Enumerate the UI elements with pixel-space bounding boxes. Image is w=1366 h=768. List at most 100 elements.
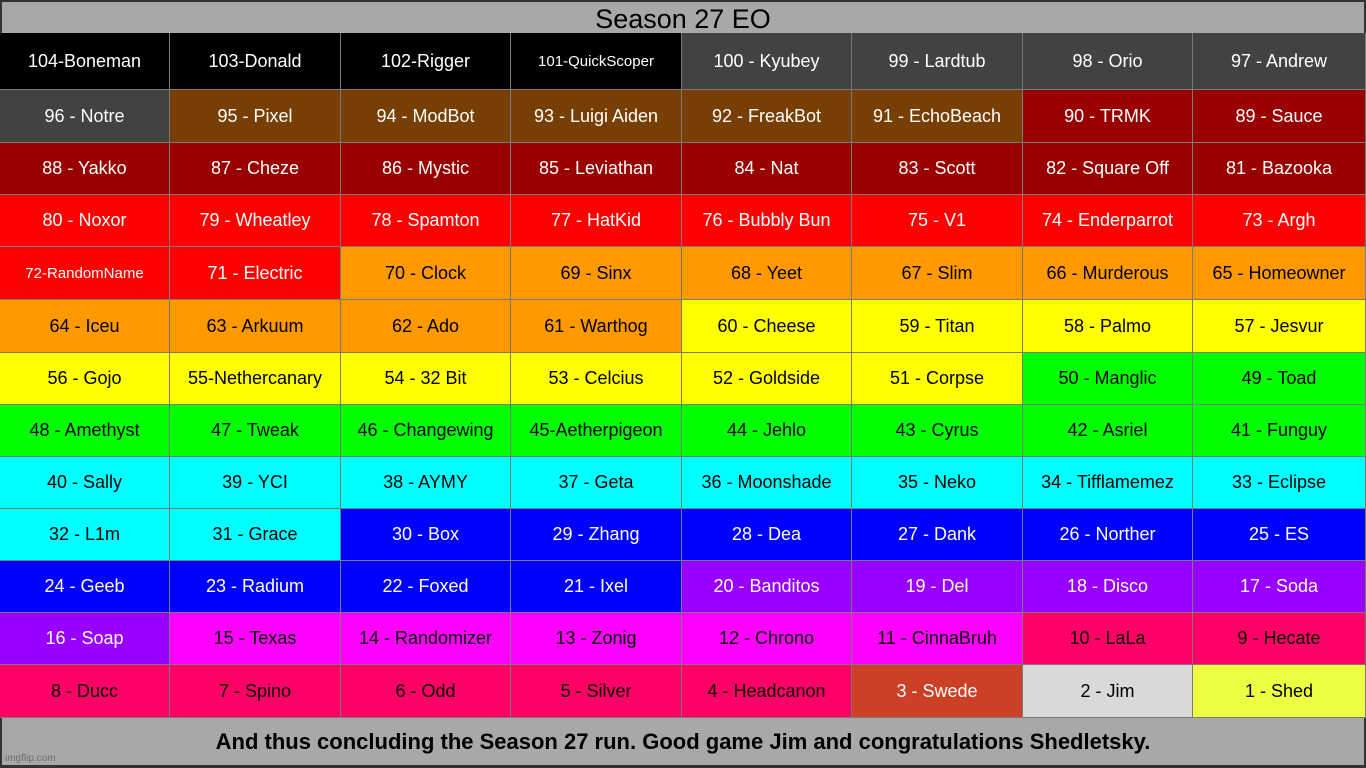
contestant-cell: 23 - Radium (170, 561, 341, 613)
contestant-cell: 49 - Toad (1193, 353, 1366, 405)
contestant-cell: 87 - Cheze (170, 143, 341, 195)
contestant-cell: 101-QuickScoper (511, 33, 682, 90)
contestant-cell: 58 - Palmo (1023, 300, 1193, 353)
contestant-cell: 52 - Goldside (682, 353, 852, 405)
contestant-cell: 51 - Corpse (852, 353, 1023, 405)
contestant-cell: 60 - Cheese (682, 300, 852, 353)
contestant-cell: 36 - Moonshade (682, 457, 852, 509)
contestant-cell: 71 - Electric (170, 247, 341, 300)
contestant-cell: 40 - Sally (0, 457, 170, 509)
contestant-cell: 99 - Lardtub (852, 33, 1023, 90)
contestant-cell: 67 - Slim (852, 247, 1023, 300)
contestant-cell: 56 - Gojo (0, 353, 170, 405)
contestant-cell: 94 - ModBot (341, 90, 511, 143)
contestant-cell: 46 - Changewing (341, 405, 511, 457)
contestant-cell: 74 - Enderparrot (1023, 195, 1193, 247)
contestant-cell: 68 - Yeet (682, 247, 852, 300)
contestant-cell: 24 - Geeb (0, 561, 170, 613)
contestant-cell: 18 - Disco (1023, 561, 1193, 613)
contestant-cell: 88 - Yakko (0, 143, 170, 195)
contestant-cell: 84 - Nat (682, 143, 852, 195)
contestant-cell: 45-Aetherpigeon (511, 405, 682, 457)
contestant-cell: 76 - Bubbly Bun (682, 195, 852, 247)
contestant-cell: 15 - Texas (170, 613, 341, 665)
contestant-cell: 86 - Mystic (341, 143, 511, 195)
contestant-cell: 89 - Sauce (1193, 90, 1366, 143)
contestant-cell: 14 - Randomizer (341, 613, 511, 665)
contestant-cell: 83 - Scott (852, 143, 1023, 195)
contestant-cell: 19 - Del (852, 561, 1023, 613)
contestant-cell: 42 - Asriel (1023, 405, 1193, 457)
contestant-cell: 21 - Ixel (511, 561, 682, 613)
contestant-cell: 12 - Chrono (682, 613, 852, 665)
contestant-cell: 22 - Foxed (341, 561, 511, 613)
contestant-cell: 35 - Neko (852, 457, 1023, 509)
contestant-cell: 5 - Silver (511, 665, 682, 718)
contestant-cell: 4 - Headcanon (682, 665, 852, 718)
contestant-cell: 50 - Manglic (1023, 353, 1193, 405)
contestant-cell: 3 - Swede (852, 665, 1023, 718)
contestant-cell: 54 - 32 Bit (341, 353, 511, 405)
contestant-cell: 32 - L1m (0, 509, 170, 561)
contestant-cell: 10 - LaLa (1023, 613, 1193, 665)
contestant-cell: 92 - FreakBot (682, 90, 852, 143)
contestant-cell: 29 - Zhang (511, 509, 682, 561)
contestant-cell: 6 - Odd (341, 665, 511, 718)
contestant-cell: 8 - Ducc (0, 665, 170, 718)
contestant-cell: 81 - Bazooka (1193, 143, 1366, 195)
contestant-cell: 2 - Jim (1023, 665, 1193, 718)
contestant-cell: 70 - Clock (341, 247, 511, 300)
contestant-cell: 104-Boneman (0, 33, 170, 90)
contestant-cell: 55-Nethercanary (170, 353, 341, 405)
contestant-cell: 85 - Leviathan (511, 143, 682, 195)
contestant-cell: 97 - Andrew (1193, 33, 1366, 90)
contestant-cell: 27 - Dank (852, 509, 1023, 561)
contestant-cell: 11 - CinnaBruh (852, 613, 1023, 665)
contestant-cell: 69 - Sinx (511, 247, 682, 300)
contestant-cell: 65 - Homeowner (1193, 247, 1366, 300)
page-title: Season 27 EO (2, 2, 1364, 33)
contestant-cell: 44 - Jehlo (682, 405, 852, 457)
contestant-cell: 20 - Banditos (682, 561, 852, 613)
contestant-cell: 95 - Pixel (170, 90, 341, 143)
contestant-cell: 34 - Tifflamemez (1023, 457, 1193, 509)
contestant-cell: 7 - Spino (170, 665, 341, 718)
contestant-cell: 33 - Eclipse (1193, 457, 1366, 509)
contestant-cell: 48 - Amethyst (0, 405, 170, 457)
contestant-cell: 102-Rigger (341, 33, 511, 90)
contestant-cell: 39 - YCI (170, 457, 341, 509)
contestant-cell: 41 - Funguy (1193, 405, 1366, 457)
contestant-cell: 57 - Jesvur (1193, 300, 1366, 353)
contestant-cell: 64 - Iceu (0, 300, 170, 353)
contestant-cell: 90 - TRMK (1023, 90, 1193, 143)
contestant-cell: 26 - Norther (1023, 509, 1193, 561)
contestant-cell: 93 - Luigi Aiden (511, 90, 682, 143)
contestant-cell: 1 - Shed (1193, 665, 1366, 718)
contestant-cell: 25 - ES (1193, 509, 1366, 561)
contestant-cell: 37 - Geta (511, 457, 682, 509)
contestant-cell: 9 - Hecate (1193, 613, 1366, 665)
contestant-cell: 30 - Box (341, 509, 511, 561)
footer-caption: And thus concluding the Season 27 run. G… (2, 718, 1364, 765)
contestant-grid: 104-Boneman 103-Donald 102-Rigger 101-Quick… (0, 33, 1366, 718)
contestant-cell: 66 - Murderous (1023, 247, 1193, 300)
contestant-cell: 47 - Tweak (170, 405, 341, 457)
contestant-cell: 96 - Notre (0, 90, 170, 143)
contestant-cell: 91 - EchoBeach (852, 90, 1023, 143)
contestant-cell: 28 - Dea (682, 509, 852, 561)
contestant-cell: 59 - Titan (852, 300, 1023, 353)
contestant-cell: 75 - V1 (852, 195, 1023, 247)
contestant-cell: 79 - Wheatley (170, 195, 341, 247)
contestant-cell: 78 - Spamton (341, 195, 511, 247)
contestant-cell: 63 - Arkuum (170, 300, 341, 353)
contestant-cell: 61 - Warthog (511, 300, 682, 353)
contestant-cell: 43 - Cyrus (852, 405, 1023, 457)
contestant-cell: 13 - Zonig (511, 613, 682, 665)
contestant-cell: 62 - Ado (341, 300, 511, 353)
contestant-cell: 38 - AYMY (341, 457, 511, 509)
contestant-cell: 31 - Grace (170, 509, 341, 561)
contestant-cell: 80 - Noxor (0, 195, 170, 247)
contestant-cell: 77 - HatKid (511, 195, 682, 247)
contestant-cell: 17 - Soda (1193, 561, 1366, 613)
watermark: imgflip.com (5, 753, 56, 764)
